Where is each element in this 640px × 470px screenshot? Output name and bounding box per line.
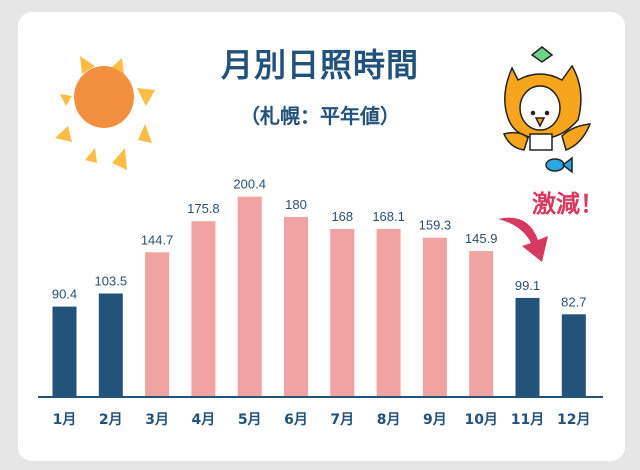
- x-tick-label: 10月: [464, 412, 497, 428]
- bar-10: [469, 251, 494, 397]
- x-tick-label: 7月: [330, 412, 354, 428]
- bar-9: [422, 237, 447, 397]
- x-tick-label: 5月: [238, 412, 262, 428]
- decrease-annotation: 激減！: [532, 190, 604, 218]
- x-tick-label: 9月: [423, 412, 447, 428]
- bar-8: [376, 228, 401, 397]
- bar-7: [330, 229, 355, 397]
- bar-2: [98, 293, 123, 397]
- bar-5: [237, 196, 262, 397]
- owl-mascot: [502, 46, 592, 174]
- bar-6: [284, 217, 308, 397]
- data-label: 82.7: [561, 294, 586, 309]
- x-tick-label: 3月: [145, 412, 169, 428]
- data-label: 90.4: [52, 287, 77, 302]
- x-tick-label: 4月: [192, 412, 216, 428]
- data-label: 103.5: [95, 274, 128, 289]
- data-label: 200.4: [233, 177, 266, 192]
- data-label: 175.8: [187, 201, 220, 216]
- x-tick-label: 6月: [284, 412, 308, 428]
- x-tick-label: 2月: [99, 412, 123, 428]
- x-tick-label: 11月: [511, 412, 544, 428]
- x-tick-label: 1月: [53, 412, 77, 428]
- data-label: 168: [331, 209, 353, 224]
- chart-subtitle: （札幌：平年値）: [240, 104, 400, 128]
- sun-icon: [55, 56, 155, 170]
- bar-4: [191, 221, 216, 397]
- chart-title: 月別日照時間: [220, 46, 419, 84]
- data-label: 168.1: [372, 209, 405, 224]
- bar-3: [145, 252, 170, 397]
- x-tick-label: 8月: [377, 412, 401, 428]
- x-tick-label: 12月: [557, 412, 590, 428]
- data-label: 159.3: [419, 218, 452, 233]
- data-label: 180: [285, 197, 307, 212]
- bar-12: [561, 314, 586, 397]
- down-arrow-icon: [498, 217, 548, 262]
- data-label: 99.1: [515, 278, 540, 293]
- data-label: 144.7: [141, 232, 174, 247]
- bar-11: [515, 297, 540, 397]
- data-label: 145.9: [465, 231, 498, 246]
- bar-1: [52, 306, 77, 397]
